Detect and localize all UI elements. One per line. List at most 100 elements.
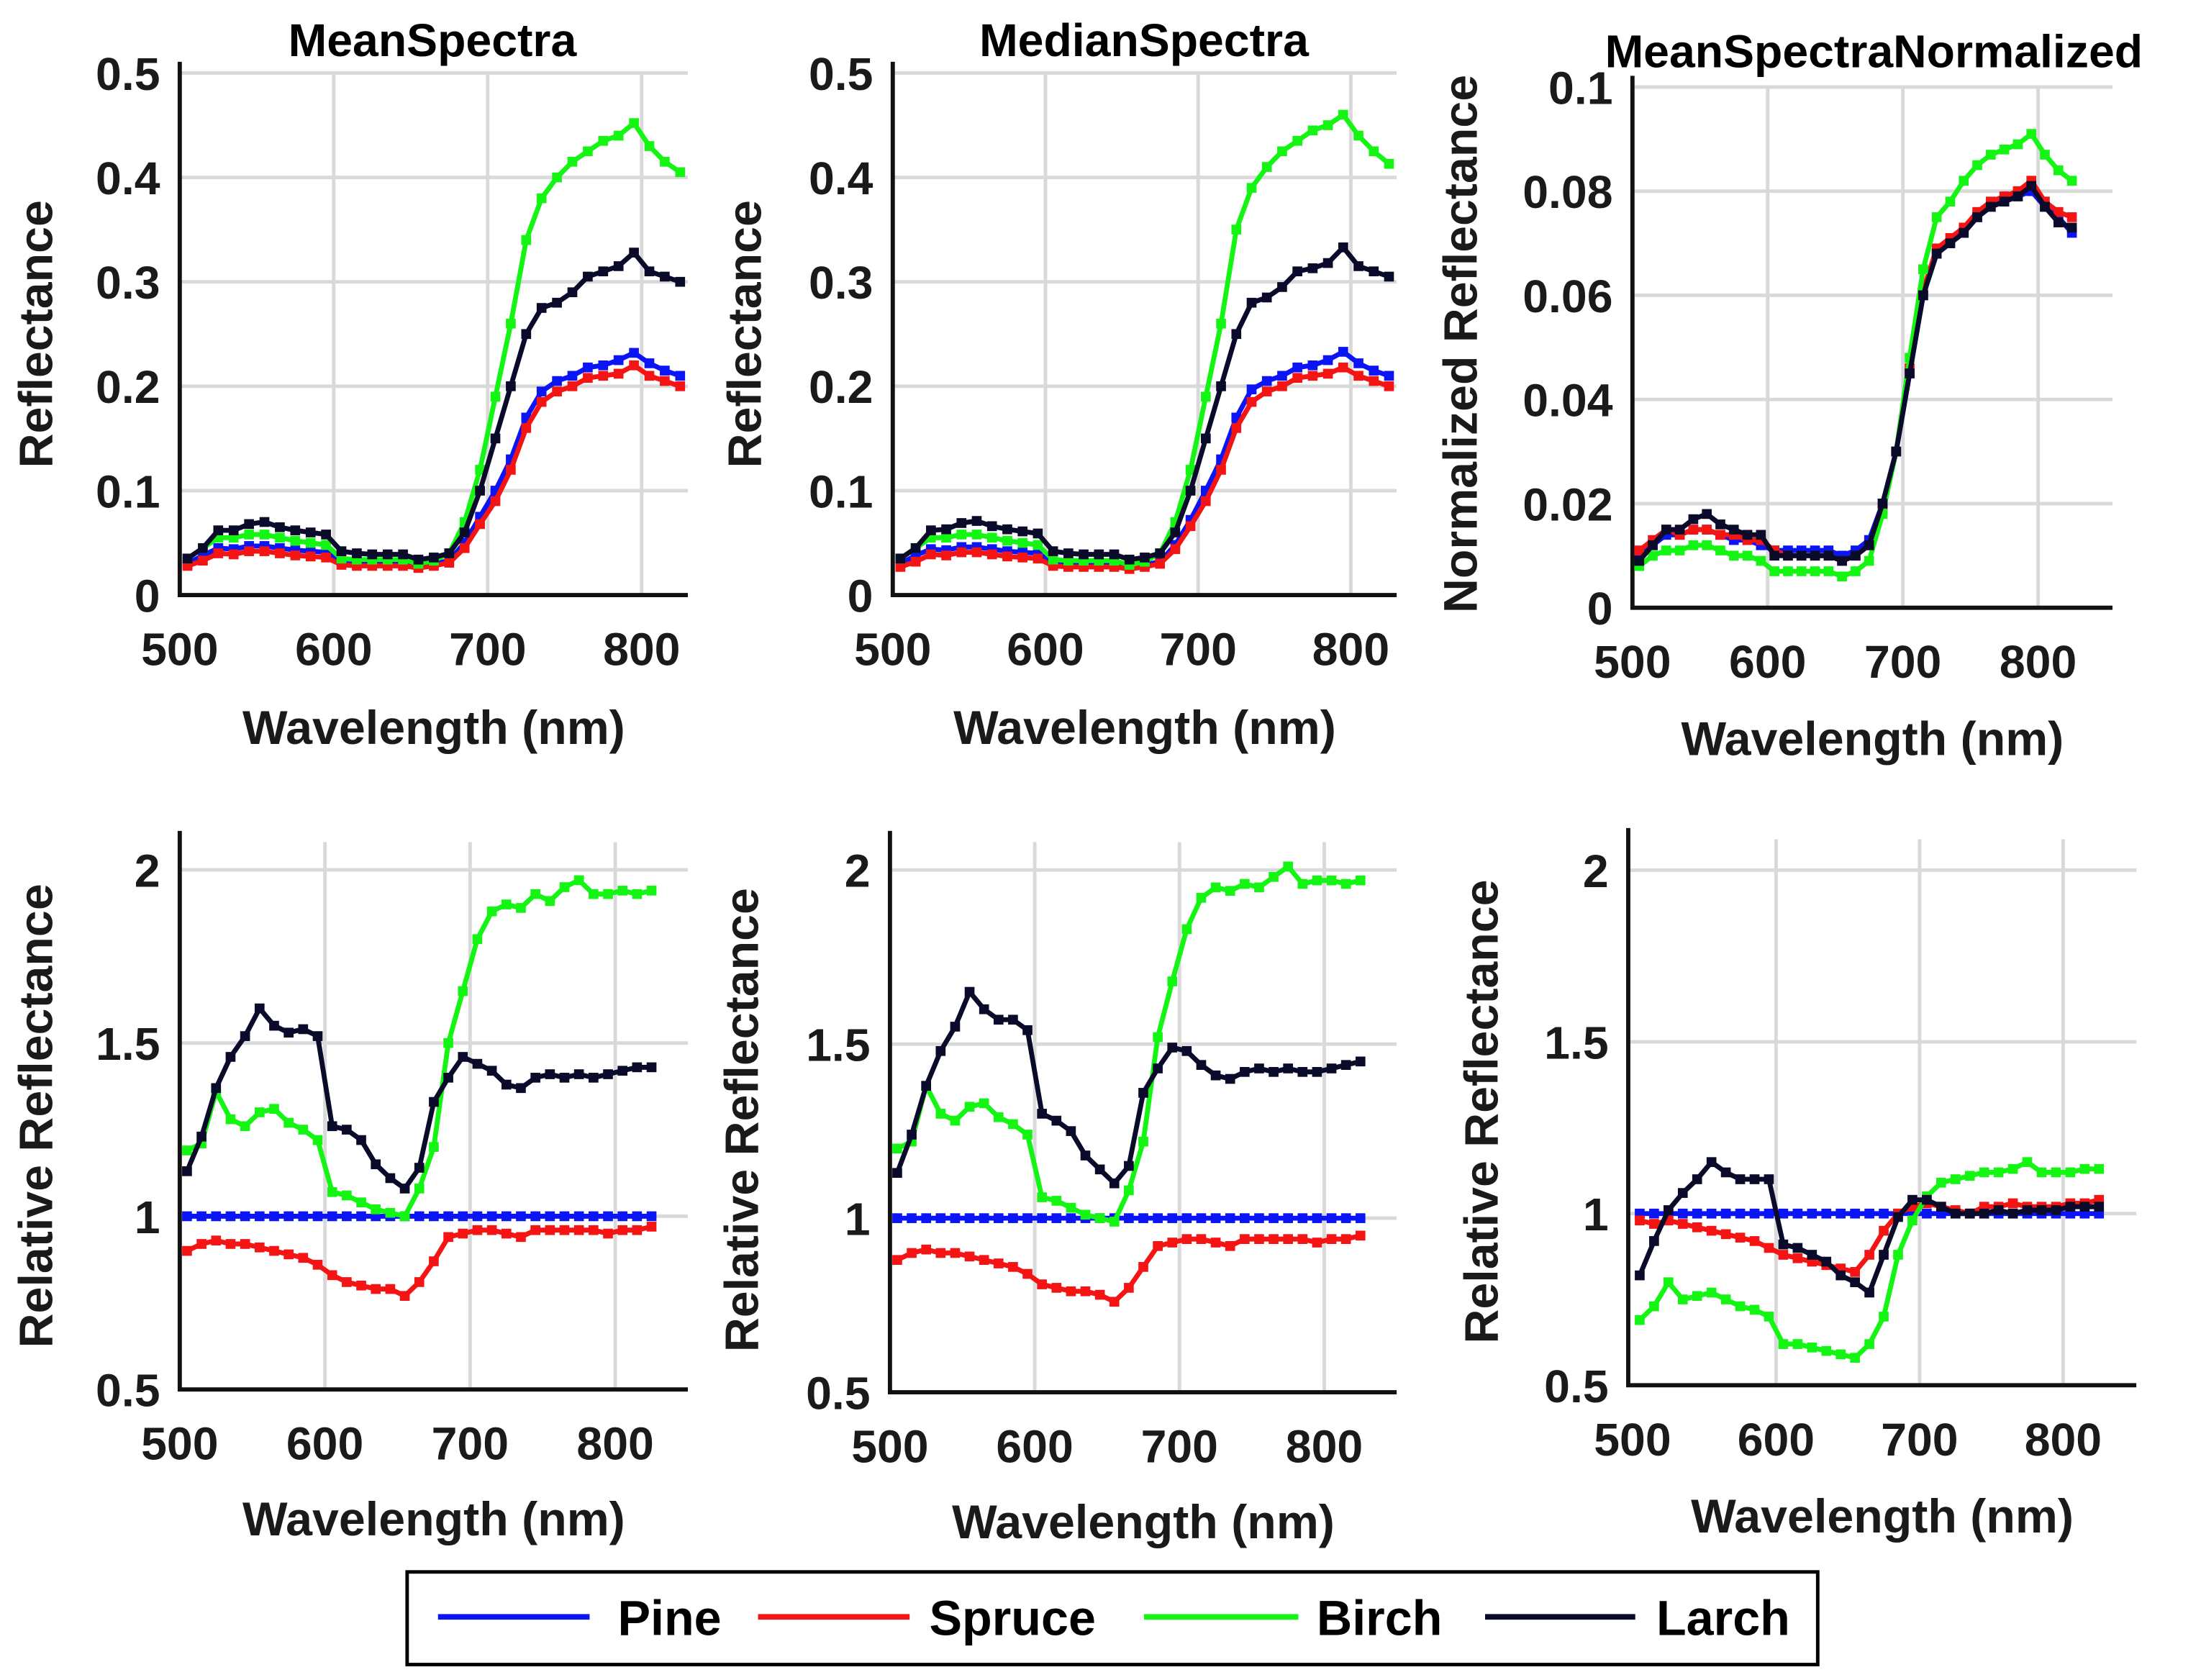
data-point [1918,264,1928,275]
data-point [298,1125,309,1135]
data-point [1749,1174,1760,1184]
data-point [182,1166,192,1176]
data-point [1185,521,1196,532]
data-point [1735,1208,1746,1219]
data-point [644,266,655,277]
data-point [501,1211,512,1222]
data-point [198,555,208,566]
series-larch [892,986,1366,1189]
data-point [1338,109,1348,120]
data-point [1353,371,1363,381]
y-tick-label: 0.5 [96,1365,160,1417]
y-tick-label: 0.4 [96,153,160,204]
data-point [1201,496,1211,507]
x-axis-label: Wavelength (nm) [952,1496,1335,1549]
data-point [321,553,331,563]
data-point [603,889,613,899]
data-point [567,371,578,381]
data-point [1823,566,1834,576]
data-point [414,1163,425,1173]
data-point [1196,1060,1207,1070]
x-tick-label: 500 [1594,1414,1671,1466]
series-line-larch [186,250,681,563]
data-point [1124,1213,1134,1223]
data-point [1702,509,1712,519]
data-point [1008,1014,1018,1025]
data-point [598,135,609,146]
data-point [964,986,975,997]
y-tick-label: 0.5 [806,1368,870,1420]
data-point [211,1083,222,1094]
data-point [458,1052,468,1062]
data-point [1297,1067,1308,1077]
data-point [629,348,639,358]
y-tick-label: 2 [1583,845,1609,897]
data-point [2053,206,2064,217]
data-point [1338,362,1348,373]
data-point [979,1098,989,1109]
data-point [472,1211,483,1222]
data-point [895,553,906,564]
data-point [545,1069,555,1079]
data-point [312,1260,323,1270]
data-point [632,889,643,899]
data-point [1837,555,1847,566]
data-point [1936,1177,1946,1188]
chart-panel-3: 500 600 700 800 0 0.02 0.04 0.06 0.08 0.1MeanSpec… [1434,26,2143,766]
x-tick-label: 500 [851,1421,928,1473]
data-point [603,1069,613,1079]
data-point [603,1211,613,1222]
x-tick-label: 600 [1738,1414,1815,1466]
data-point [935,1045,946,1056]
x-tick-label: 600 [295,624,372,676]
data-point [254,1003,265,1014]
data-point [1720,1167,1731,1178]
data-point [1692,1174,1702,1184]
x-tick-label: 700 [1160,624,1237,676]
series-line-larch [184,1006,652,1191]
x-axis-label: Wavelength (nm) [1691,1490,2074,1543]
data-point [1369,146,1379,157]
data-point [1225,1073,1235,1084]
data-point [1138,1088,1148,1098]
data-point [1167,1043,1178,1053]
data-point [516,1083,526,1094]
data-point [1756,555,1766,566]
data-point [1312,875,1322,886]
data-point [1369,365,1379,376]
chart-panel-5: 500 600 700 800 0.5 1 1.5 2 Wavelength (nm) Relat… [716,830,1397,1549]
data-point [632,1062,643,1073]
series-line-birch [1638,1159,2100,1361]
data-point [1764,1312,1774,1322]
data-point [283,1117,294,1128]
data-point [1008,1213,1018,1223]
x-tick-label: 800 [2000,636,2077,688]
data-point [1153,1032,1163,1043]
data-point [1261,292,1272,303]
data-point [1950,1208,1961,1219]
data-point [1649,1236,1659,1246]
data-point [1778,1339,1789,1349]
data-point [617,1066,628,1076]
data-point [573,875,584,886]
data-point [1999,196,2010,206]
y-tick-label: 0.4 [809,153,873,204]
data-point [1277,381,1287,391]
data-point [1307,371,1318,381]
data-point [598,266,609,277]
data-point [1277,282,1287,292]
data-point [1340,878,1351,889]
data-point [1692,1222,1702,1232]
data-point [2007,1208,2018,1219]
data-point [1936,1202,1946,1212]
data-point [196,1239,207,1249]
data-point [501,1228,512,1239]
series-line-birch [899,112,1391,568]
data-point [1720,1229,1731,1240]
data-point [1008,1119,1018,1130]
series-birch [182,118,686,569]
data-point [1864,1287,1874,1298]
data-point [1353,358,1363,368]
data-point [646,1062,657,1073]
data-point [617,1211,628,1222]
